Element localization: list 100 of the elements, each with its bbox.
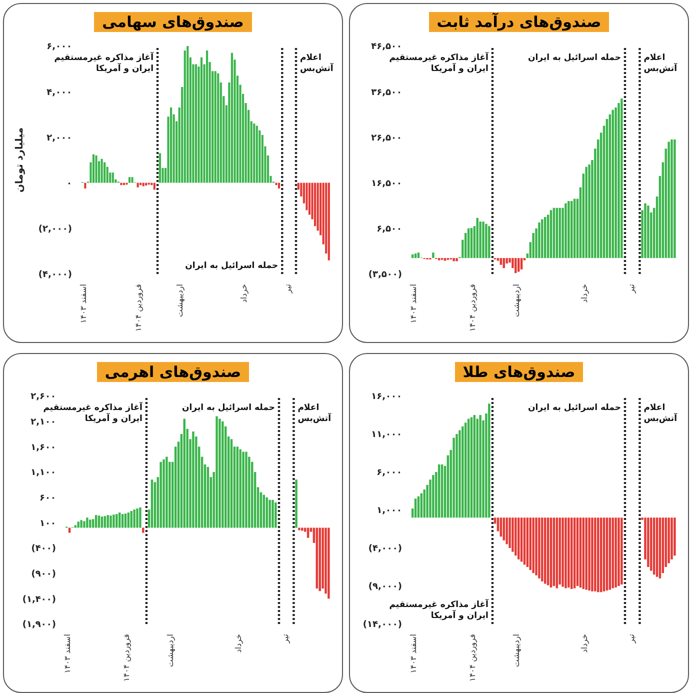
- y-tick-label: (۴۰۰): [31, 544, 56, 554]
- y-tick-label: (۴,۰۰۰): [38, 270, 72, 280]
- bar: [644, 203, 646, 258]
- bar: [218, 418, 221, 528]
- x-tick-label: فروردین ۱۴۰۴: [134, 284, 144, 332]
- bar: [230, 52, 233, 183]
- x-tick-label: فروردین ۱۴۰۴: [468, 633, 477, 682]
- bar: [258, 130, 261, 183]
- bar: [544, 217, 546, 258]
- x-tick-label: اردیبهشت: [176, 284, 185, 317]
- bar: [236, 446, 238, 528]
- bar: [550, 210, 552, 258]
- y-tick-label: ۱۱,۰۰۰: [371, 430, 402, 440]
- bar: [133, 508, 136, 528]
- bar: [570, 201, 573, 258]
- y-tick-label: ۲,۰۰۰: [46, 133, 72, 144]
- bar: [318, 527, 321, 591]
- y-tick-label: ۴,۰۰۰: [46, 88, 72, 98]
- y-tick-label: ۶,۵۰۰: [376, 224, 402, 235]
- bar: [298, 527, 300, 530]
- bar: [591, 517, 594, 591]
- bar: [550, 517, 552, 588]
- bar: [100, 516, 104, 528]
- bar: [532, 517, 534, 573]
- bar: [476, 218, 478, 258]
- bar: [256, 126, 258, 183]
- bar: [168, 461, 171, 528]
- bar: [538, 517, 540, 578]
- bar: [104, 162, 106, 183]
- bar: [414, 498, 417, 518]
- y-tick-label: (۲,۰۰۰): [38, 224, 72, 235]
- bar: [614, 517, 617, 588]
- y-tick-label: (۱۴,۰۰۰): [362, 620, 402, 630]
- x-tick-label: تیر: [284, 284, 293, 294]
- bar: [500, 258, 502, 265]
- bar: [670, 139, 673, 258]
- bar: [136, 182, 139, 188]
- bar: [153, 182, 156, 190]
- x-tick-label: تیر: [280, 634, 290, 644]
- bar: [150, 479, 154, 528]
- y-tick-label: ۱,۱۰۰: [30, 468, 56, 478]
- bar: [529, 517, 532, 570]
- bar: [458, 430, 461, 518]
- y-tick-label: (۱,۴۰۰): [22, 594, 56, 604]
- bar: [142, 527, 144, 532]
- bar: [106, 514, 109, 528]
- bar: [139, 506, 142, 528]
- bar: [417, 252, 420, 258]
- chart-title: صندوق‌های طلا: [454, 362, 584, 382]
- bar: [514, 517, 517, 556]
- bar: [647, 206, 650, 258]
- bar: [538, 222, 540, 258]
- x-tick-label: فروردین ۱۴۰۴: [468, 284, 477, 332]
- bar: [464, 232, 467, 258]
- bar: [462, 426, 464, 518]
- bar: [86, 517, 88, 528]
- bar: [224, 426, 227, 528]
- bar: [186, 46, 189, 183]
- bar: [314, 182, 316, 226]
- bar: [328, 182, 330, 260]
- bar: [541, 517, 544, 581]
- bar: [414, 253, 417, 258]
- bar: [272, 499, 274, 528]
- bar: [526, 517, 529, 566]
- bar: [573, 198, 576, 258]
- bar: [552, 517, 556, 586]
- bar: [206, 466, 210, 528]
- bar: [266, 496, 268, 528]
- chart-title: صندوق‌های درآمد ثابت: [428, 12, 610, 32]
- bar: [532, 232, 534, 258]
- x-tick-label: تیر: [626, 284, 636, 294]
- bar: [658, 517, 662, 578]
- bar: [306, 527, 310, 538]
- bar: [217, 73, 220, 183]
- bar: [674, 139, 676, 258]
- annotation: حمله اسرائیل به ایران: [528, 402, 621, 412]
- y-tick-label: ۰: [66, 178, 72, 189]
- bar: [606, 118, 608, 258]
- bar: [214, 71, 216, 183]
- bar: [274, 502, 277, 528]
- bar: [301, 527, 304, 530]
- bar: [429, 479, 432, 518]
- bar: [602, 517, 606, 591]
- bar: [194, 64, 197, 183]
- annotation: حمله اسرائیل به ایران: [528, 53, 621, 63]
- bar: [502, 258, 505, 268]
- bar: [568, 517, 570, 588]
- bar: [585, 517, 588, 590]
- bar: [564, 203, 567, 258]
- annotation: آغاز مذاکره غیرمستقیم ایران و آمریکا: [389, 51, 490, 74]
- bar: [452, 437, 455, 518]
- bar: [124, 513, 127, 528]
- bar: [652, 517, 656, 574]
- bar: [597, 517, 600, 592]
- bar: [479, 414, 482, 518]
- bar: [242, 451, 244, 528]
- y-tick-label: ۶۰۰: [40, 493, 56, 504]
- y-tick-label: (۳,۵۰۰): [368, 270, 402, 280]
- bar: [562, 517, 564, 586]
- bar: [670, 517, 673, 559]
